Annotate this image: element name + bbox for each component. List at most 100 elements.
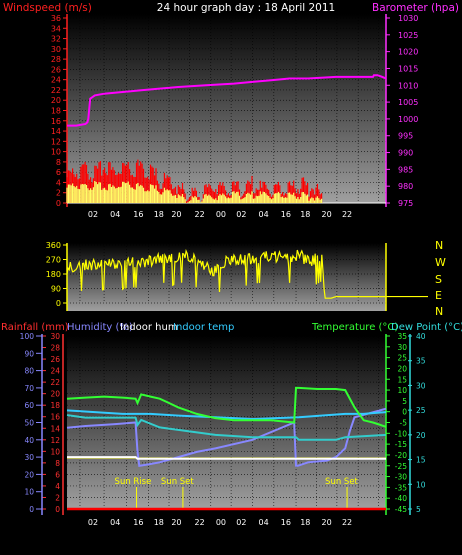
humidity-tick-label: 30 — [24, 453, 34, 462]
x-tick-label: 02 — [236, 518, 246, 527]
direction-label-e: E — [435, 289, 442, 302]
rainfall-tick-label: 18 — [50, 401, 60, 410]
temperature-tick-label: 10 — [397, 386, 407, 395]
temperature-tick-label: 30 — [397, 343, 407, 352]
barometer-tick-label: 1025 — [398, 31, 418, 40]
x-tick-label: 22 — [195, 210, 205, 219]
x-tick-label: 20 — [171, 210, 181, 219]
barometer-tick-label: 995 — [398, 132, 413, 141]
temperature-tick-label: -35 — [395, 483, 407, 492]
humidity-tick-label: 90 — [24, 349, 34, 358]
direction-label-w: W — [435, 256, 446, 269]
barometer-tick-label: 1005 — [398, 98, 418, 107]
x-tick-label: 22 — [342, 518, 352, 527]
windspeed-tick-label: 26 — [51, 65, 61, 74]
rainfall-tick-label: 28 — [50, 344, 60, 353]
x-tick-label: 16 — [133, 210, 143, 219]
x-tick-label: 18 — [154, 518, 164, 527]
windspeed-tick-label: 30 — [51, 45, 61, 54]
direction-tick-label: 180 — [46, 270, 61, 279]
x-tick-label: 16 — [281, 210, 291, 219]
x-tick-label: 02 — [236, 210, 246, 219]
dewpoint-tick-label: 20 — [416, 431, 426, 440]
humidity-tick-label: 70 — [24, 384, 34, 393]
windspeed-tick-label: 12 — [51, 137, 61, 146]
barometer-tick-label: 980 — [398, 182, 413, 191]
barometer-tick-label: 1000 — [398, 115, 418, 124]
page-title: 24 hour graph day : 18 April 2011 — [157, 2, 335, 14]
x-tick-label: 16 — [281, 518, 291, 527]
temperature-tick-label: -45 — [395, 505, 407, 514]
humidity-axis-title: Humidity (%) — [67, 322, 133, 333]
rainfall-tick-label: 16 — [50, 413, 60, 422]
sun-rise-label: Sun Rise — [115, 477, 152, 487]
windspeed-tick-label: 24 — [51, 76, 61, 85]
x-tick-label: 20 — [322, 210, 332, 219]
x-tick-label: 02 — [88, 518, 98, 527]
x-tick-label: 16 — [133, 518, 143, 527]
x-tick-label: 18 — [300, 518, 310, 527]
indoor-hum-series-line — [67, 456, 386, 460]
temperature-tick-label: -40 — [395, 494, 407, 503]
temperature-tick-label: 15 — [397, 375, 407, 384]
rainfall-tick-label: 12 — [50, 436, 60, 445]
windspeed-tick-label: 22 — [51, 86, 61, 95]
barometer-tick-label: 1030 — [398, 14, 418, 23]
barometer-tick-label: 1010 — [398, 81, 418, 90]
temperature-axis-title: Temperature (°C) — [311, 322, 398, 333]
wind-direction-series-line — [66, 248, 386, 299]
humidity-tick-label: 80 — [24, 367, 34, 376]
humidity-tick-label: 20 — [24, 470, 34, 479]
temperature-tick-label: 35 — [397, 332, 407, 341]
sun-set-label: Sun Set — [161, 477, 194, 487]
direction-tick-label: 0 — [56, 299, 61, 308]
x-tick-label: 20 — [171, 518, 181, 527]
direction-tick-label: 360 — [46, 241, 61, 250]
direction-tick-label: 270 — [46, 256, 61, 265]
rainfall-tick-label: 10 — [50, 447, 60, 456]
dewpoint-tick-label: 15 — [416, 456, 426, 465]
windspeed-tick-label: 8 — [56, 158, 61, 167]
windspeed-axis-title: Windspeed (m/s) — [3, 2, 92, 14]
windspeed-tick-label: 36 — [51, 14, 61, 23]
rainfall-tick-label: 24 — [50, 367, 60, 376]
panel1-background — [67, 14, 386, 203]
rainfall-tick-label: 4 — [55, 482, 60, 491]
windspeed-tick-label: 4 — [56, 178, 61, 187]
indoor-hum-label: Indoor hum — [120, 322, 178, 333]
rainfall-tick-label: 2 — [55, 493, 60, 502]
x-tick-label: 18 — [300, 210, 310, 219]
windspeed-tick-label: 10 — [51, 148, 61, 157]
x-tick-label: 22 — [195, 518, 205, 527]
temperature-tick-label: -5 — [400, 419, 408, 428]
temperature-tick-label: 20 — [397, 364, 407, 373]
windspeed-tick-label: 0 — [56, 199, 61, 208]
rainfall-tick-label: 0 — [55, 505, 60, 514]
rainfall-tick-label: 30 — [50, 332, 60, 341]
rainfall-tick-label: 22 — [50, 378, 60, 387]
humidity-tick-label: 40 — [24, 436, 34, 445]
indoor-temp-label: Indoor temp — [173, 322, 234, 333]
temperature-tick-label: 0 — [402, 408, 407, 417]
barometer-tick-label: 975 — [398, 199, 413, 208]
x-tick-label: 02 — [88, 210, 98, 219]
dewpoint-tick-label: 5 — [416, 505, 421, 514]
sun-set-label: Sun Set — [325, 477, 358, 487]
barometer-axis-title: Barometer (hpa) — [372, 2, 459, 14]
dewpoint-tick-label: 25 — [416, 406, 426, 415]
x-tick-label: 04 — [258, 518, 268, 527]
dewpoint-tick-label: 35 — [416, 357, 426, 366]
direction-label-n-top: N — [435, 239, 443, 252]
temperature-tick-label: 25 — [397, 354, 407, 363]
panel3-background — [67, 336, 386, 509]
direction-label-n-bottom: N — [435, 305, 443, 318]
dewpoint-tick-label: 40 — [416, 332, 426, 341]
dew-point-c-series-line — [66, 414, 387, 441]
windspeed-tick-label: 34 — [51, 24, 61, 33]
humidity-tick-label: 50 — [24, 419, 34, 428]
windspeed-tick-label: 14 — [51, 127, 61, 136]
direction-tick-label: 90 — [51, 285, 61, 294]
windspeed-tick-label: 32 — [51, 35, 61, 44]
temperature-tick-label: 5 — [402, 397, 407, 406]
